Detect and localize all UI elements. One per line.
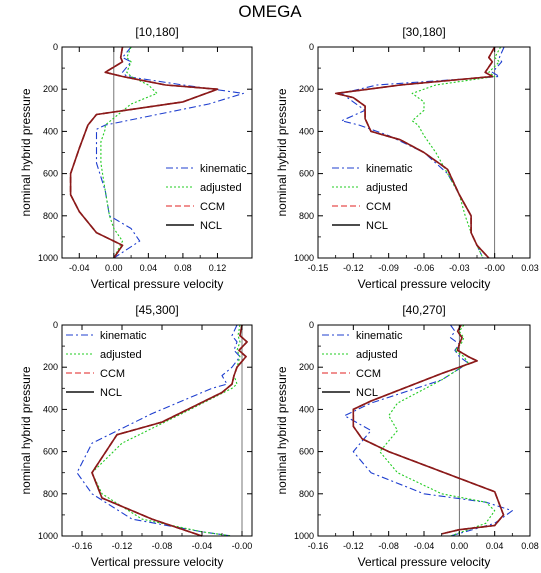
chart-panel: [40,270] -0.16 -0.12 -0.08 -0.04 0.00 0.04 0.08… — [275, 303, 539, 569]
x-tick-label: 0.00 — [451, 541, 469, 551]
y-tick-label: 400 — [299, 404, 314, 414]
y-tick-label: 400 — [43, 404, 58, 414]
series-line-ccm — [352, 324, 505, 535]
x-axis-label: Vertical pressure velocity — [358, 277, 491, 291]
x-tick-label: -0.15 — [308, 263, 329, 273]
legend-label-ncl: NCL — [100, 387, 122, 399]
x-tick-label: -0.12 — [343, 541, 364, 551]
y-tick-label: 1000 — [294, 253, 314, 263]
x-tick-label: 0.04 — [486, 541, 504, 551]
x-tick-label: -0.04 — [192, 541, 213, 551]
x-tick-label: 0.08 — [521, 541, 539, 551]
y-tick-label: 0 — [309, 42, 314, 52]
series-line-adjusted — [100, 46, 158, 259]
chart-title: [40,270] — [402, 303, 445, 317]
y-tick-label: 200 — [299, 362, 314, 372]
legend-label-adjusted: adjusted — [100, 349, 142, 361]
y-axis-label: nominal hybrid pressure — [19, 88, 33, 216]
legend-label-ncl: NCL — [366, 220, 388, 232]
y-tick-label: 600 — [43, 447, 58, 457]
x-tick-label: -0.12 — [112, 541, 133, 551]
chart-panel: [30,180] -0.15 -0.12 -0.09 -0.06 -0.03 -0.00 0.… — [275, 25, 539, 291]
y-tick-label: 400 — [43, 126, 58, 136]
y-tick-label: 800 — [43, 489, 58, 499]
series-line-adjusted — [379, 324, 496, 537]
figure-title: OMEGA — [238, 2, 302, 21]
legend: kinematic adjusted CCM NCL — [322, 330, 403, 399]
legend-label-kinematic: kinematic — [100, 330, 147, 342]
legend-label-ccm: CCM — [100, 368, 125, 380]
series-line-ccm — [69, 46, 219, 259]
x-tick-label: -0.08 — [378, 541, 399, 551]
x-tick-label: 0.12 — [209, 263, 227, 273]
y-tick-label: 800 — [299, 489, 314, 499]
y-tick-label: 1000 — [38, 253, 58, 263]
x-axis-label: Vertical pressure velocity — [91, 555, 224, 569]
x-tick-label: -0.16 — [72, 541, 93, 551]
x-tick-label: -0.09 — [378, 263, 399, 273]
plot-frame — [317, 324, 531, 537]
legend-label-ccm: CCM — [200, 201, 225, 213]
legend-label-adjusted: adjusted — [200, 182, 242, 194]
y-tick-label: 200 — [299, 84, 314, 94]
x-tick-label: 0.03 — [521, 263, 539, 273]
x-tick-label: -0.12 — [343, 263, 364, 273]
x-axis-label: Vertical pressure velocity — [358, 555, 491, 569]
legend: kinematic adjusted CCM NCL — [166, 163, 247, 232]
y-tick-label: 600 — [299, 447, 314, 457]
y-tick-label: 0 — [53, 42, 58, 52]
y-tick-label: 600 — [299, 169, 314, 179]
chart-title: [10,180] — [135, 25, 178, 39]
x-tick-label: -0.00 — [232, 541, 253, 551]
x-tick-label: 0.08 — [174, 263, 192, 273]
legend-label-adjusted: adjusted — [356, 349, 398, 361]
chart-panel: [10,180] -0.04 0.00 0.04 0.08 0.12 0 200 400 600 8… — [19, 25, 253, 291]
chart-title: [30,180] — [402, 25, 445, 39]
legend-label-adjusted: adjusted — [366, 182, 408, 194]
y-tick-label: 800 — [299, 211, 314, 221]
legend-label-ncl: NCL — [200, 220, 222, 232]
y-tick-label: 200 — [43, 362, 58, 372]
legend-label-ncl: NCL — [356, 387, 378, 399]
y-axis-label: nominal hybrid pressure — [275, 88, 289, 216]
y-tick-label: 800 — [43, 211, 58, 221]
plot-frame — [61, 324, 253, 537]
x-tick-label: 0.04 — [140, 263, 158, 273]
y-tick-label: 400 — [299, 126, 314, 136]
x-axis-label: Vertical pressure velocity — [91, 277, 224, 291]
y-tick-label: 1000 — [38, 531, 58, 541]
legend-label-ccm: CCM — [366, 201, 391, 213]
legend-label-ccm: CCM — [356, 368, 381, 380]
x-tick-label: -0.16 — [308, 541, 329, 551]
legend-label-kinematic: kinematic — [366, 163, 413, 175]
series-line-kinematic — [76, 324, 241, 537]
series-line-kinematic — [95, 46, 244, 259]
y-tick-label: 600 — [43, 169, 58, 179]
y-tick-label: 0 — [309, 320, 314, 330]
y-tick-label: 1000 — [294, 531, 314, 541]
legend-label-kinematic: kinematic — [200, 163, 247, 175]
y-axis-label: nominal hybrid pressure — [275, 366, 289, 494]
legend: kinematic adjusted CCM NCL — [66, 330, 147, 399]
x-tick-label: -0.04 — [69, 263, 90, 273]
chart-panel: [45,300] -0.16 -0.12 -0.08 -0.04 -0.00 0 200 400… — [19, 303, 253, 569]
x-tick-label: -0.08 — [152, 541, 173, 551]
y-tick-label: 0 — [53, 320, 58, 330]
y-tick-label: 200 — [43, 84, 58, 94]
series-line-adjusted — [411, 46, 502, 259]
x-tick-label: 0.00 — [105, 263, 123, 273]
x-tick-label: -0.03 — [449, 263, 470, 273]
series-line-ncl — [334, 46, 496, 259]
series-line-ccm — [91, 324, 248, 537]
series-line-ccm — [334, 46, 496, 259]
x-tick-label: -0.06 — [414, 263, 435, 273]
legend-label-kinematic: kinematic — [356, 330, 403, 342]
chart-title: [45,300] — [135, 303, 178, 317]
y-axis-label: nominal hybrid pressure — [19, 366, 33, 494]
x-tick-label: -0.04 — [414, 541, 435, 551]
legend: kinematic adjusted CCM NCL — [332, 163, 413, 232]
x-tick-label: -0.00 — [484, 263, 505, 273]
